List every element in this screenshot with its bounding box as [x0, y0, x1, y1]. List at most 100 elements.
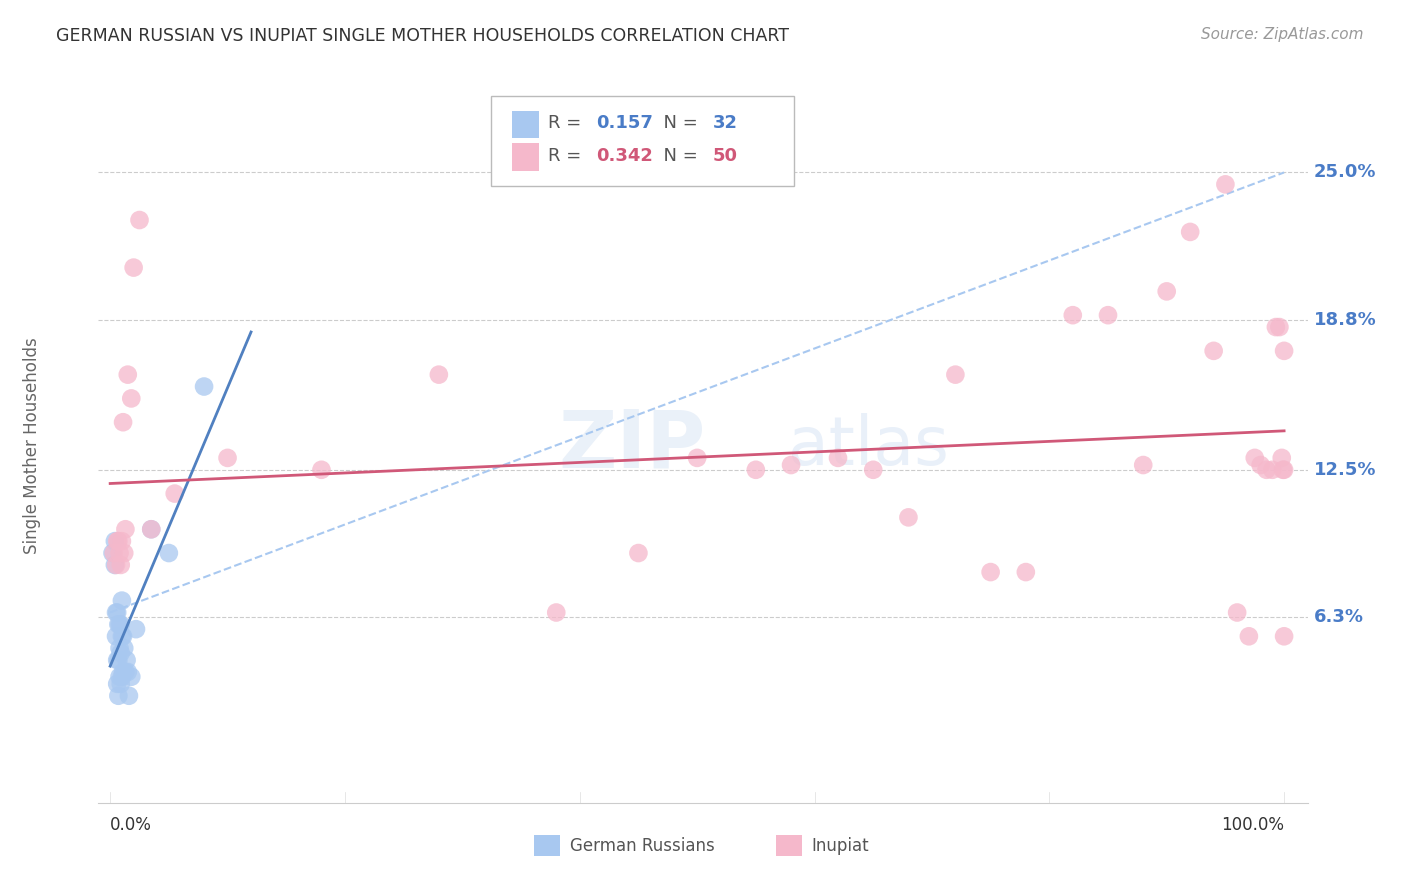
Text: 50: 50 [713, 147, 738, 165]
Point [686, 450, 709, 465]
Text: Source: ZipAtlas.com: Source: ZipAtlas.com [1201, 27, 1364, 42]
Point [1132, 458, 1154, 472]
Point [1180, 225, 1202, 239]
Point [105, 653, 128, 667]
Text: German Russians: German Russians [569, 837, 714, 855]
Text: 18.8%: 18.8% [1313, 311, 1376, 329]
Point [427, 368, 450, 382]
Point [122, 260, 145, 275]
Point [111, 534, 134, 549]
Text: GERMAN RUSSIAN VS INUPIAT SINGLE MOTHER HOUSEHOLDS CORRELATION CHART: GERMAN RUSSIAN VS INUPIAT SINGLE MOTHER … [56, 27, 789, 45]
Point [107, 653, 129, 667]
FancyBboxPatch shape [512, 144, 538, 170]
Point [112, 641, 135, 656]
Point [110, 677, 132, 691]
Point [141, 522, 163, 536]
Text: Single Mother Households: Single Mother Households [22, 338, 41, 554]
Point [108, 670, 131, 684]
Text: 6.3%: 6.3% [1313, 608, 1364, 626]
Text: 32: 32 [713, 114, 738, 132]
Point [114, 522, 136, 536]
Point [311, 463, 333, 477]
Point [1062, 308, 1084, 322]
Point [110, 617, 132, 632]
Point [945, 368, 967, 382]
Point [193, 379, 215, 393]
Point [163, 486, 186, 500]
Point [1250, 458, 1272, 472]
Point [108, 641, 131, 656]
Text: 0.0%: 0.0% [110, 815, 152, 834]
Point [1237, 629, 1260, 643]
Point [827, 450, 849, 465]
Text: ZIP: ZIP [558, 407, 706, 485]
FancyBboxPatch shape [776, 835, 803, 856]
Point [108, 617, 131, 632]
Point [1268, 320, 1291, 334]
Point [1015, 565, 1038, 579]
Point [111, 629, 134, 643]
Point [1243, 450, 1265, 465]
Point [108, 546, 131, 560]
Text: 0.342: 0.342 [596, 147, 654, 165]
Point [141, 522, 163, 536]
FancyBboxPatch shape [512, 111, 538, 137]
Point [627, 546, 650, 560]
Point [107, 689, 129, 703]
Text: N =: N = [652, 147, 704, 165]
Point [105, 606, 128, 620]
Point [105, 677, 128, 691]
Point [1256, 463, 1278, 477]
Point [115, 653, 138, 667]
Point [112, 629, 135, 643]
Point [125, 622, 148, 636]
Point [104, 534, 127, 549]
Point [157, 546, 180, 560]
Text: R =: R = [548, 147, 588, 165]
Text: atlas: atlas [787, 413, 949, 479]
Point [1271, 450, 1294, 465]
Point [1264, 320, 1286, 334]
Point [1272, 463, 1295, 477]
Text: 0.157: 0.157 [596, 114, 654, 132]
Point [112, 546, 135, 560]
Text: N =: N = [652, 114, 704, 132]
Point [112, 415, 135, 429]
Point [104, 558, 127, 572]
Point [105, 534, 128, 549]
Point [105, 629, 128, 643]
Point [117, 368, 139, 382]
Point [745, 463, 768, 477]
Point [103, 546, 125, 560]
Point [105, 606, 128, 620]
Point [112, 665, 135, 679]
Point [117, 665, 139, 679]
Point [128, 213, 150, 227]
Point [1097, 308, 1119, 322]
Point [110, 646, 132, 660]
Point [1272, 343, 1295, 358]
Text: Inupiat: Inupiat [811, 837, 869, 855]
Point [120, 670, 142, 684]
Point [107, 617, 129, 632]
Point [101, 546, 124, 560]
Point [1272, 629, 1295, 643]
Point [114, 665, 136, 679]
Point [980, 565, 1002, 579]
Text: 12.5%: 12.5% [1313, 461, 1376, 479]
Point [1215, 178, 1237, 192]
Text: 100.0%: 100.0% [1220, 815, 1284, 834]
Point [107, 534, 129, 549]
Point [1202, 343, 1225, 358]
Point [897, 510, 920, 524]
Text: R =: R = [548, 114, 588, 132]
FancyBboxPatch shape [534, 835, 561, 856]
Point [546, 606, 568, 620]
Point [1261, 463, 1284, 477]
FancyBboxPatch shape [492, 96, 793, 186]
Point [1271, 463, 1294, 477]
Point [105, 558, 128, 572]
Point [862, 463, 884, 477]
Point [780, 458, 803, 472]
Point [1156, 285, 1178, 299]
